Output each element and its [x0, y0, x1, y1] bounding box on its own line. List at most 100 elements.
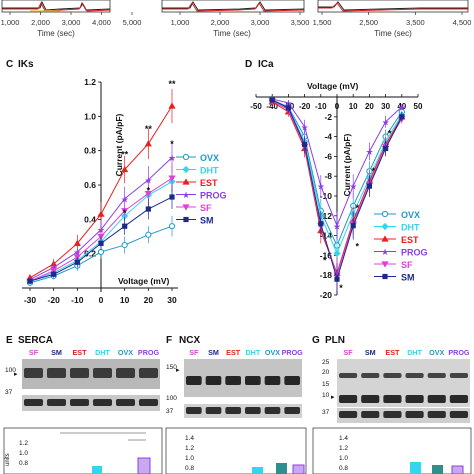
blot-band: [427, 395, 446, 403]
panel-d-letter: D: [245, 59, 252, 70]
bars-tick-e: 1.0: [19, 450, 28, 457]
bar-e-prog: [137, 457, 151, 474]
panel-d: D ICa -50-40-30-20-1001020304050-2-4-6-8…: [245, 59, 428, 300]
trace-xlabel-2: Time (sec): [213, 29, 251, 38]
bars-tick-f: 0.8: [185, 465, 194, 472]
blot-lane-label: EST: [73, 348, 88, 357]
bars-tick-f: 1.4: [185, 435, 194, 442]
blot-lane-label: EST: [226, 348, 241, 357]
blot-band: [449, 373, 468, 378]
mw-marker-g: 25: [322, 359, 330, 366]
trace-red-3: [318, 2, 468, 12]
blot-lane-label: SM: [208, 348, 219, 357]
blot-band: [264, 407, 281, 414]
ica-x-tick-label: -20: [299, 102, 311, 111]
blot-band: [245, 407, 261, 414]
blot-band: [47, 399, 66, 406]
bar-f-ovx: [276, 463, 287, 474]
ica-x-tick-label: 50: [414, 102, 423, 111]
ica-y-tick-label: -20: [320, 290, 333, 300]
bars-tick-g: 1.4: [339, 435, 348, 442]
mw-marker-g: 20: [322, 369, 330, 376]
bars-tick-e: 0.8: [19, 460, 28, 467]
bars-tick-e: 1.2: [19, 440, 28, 447]
blot-band: [405, 373, 424, 378]
iks-point-est: [168, 102, 176, 109]
ica-significance-mark: *: [339, 283, 343, 293]
iks-y-tick-label: 0.4: [84, 214, 96, 224]
blot-band: [405, 411, 424, 418]
iks-point-ovx: [145, 231, 152, 238]
ica-point-prog: ★: [349, 182, 357, 192]
iks-legend-marker: [182, 178, 190, 185]
trace-red-2: [162, 2, 305, 12]
ica-y-tick-label: -2: [324, 112, 332, 122]
blot-lane-label: OVX: [118, 348, 133, 357]
trace-tick-label: 2,000: [31, 18, 50, 27]
bars-frame-e: [3, 427, 163, 474]
blot-lane-label: PROG: [138, 348, 160, 357]
iks-y-tick-label: 0.8: [84, 146, 96, 156]
ica-x-tick-label: 20: [365, 102, 374, 111]
band-arrow: ▸: [14, 371, 18, 378]
iks-point-sm: [122, 223, 128, 229]
trace-tick-label: 4,500: [453, 18, 472, 27]
blot-band: [205, 407, 222, 414]
blot-band: [225, 407, 241, 414]
bar-e-dht: [92, 466, 102, 474]
iks-x-tick-label: 20: [144, 295, 154, 305]
ica-point-prog: ★: [333, 221, 341, 231]
blot-lane-label: PROG: [282, 348, 304, 357]
mw-marker-g: 15: [322, 381, 330, 388]
trace-tick-label: 3,500: [291, 18, 310, 27]
blot-band: [284, 407, 300, 414]
trace-tick-label: 1,500: [313, 18, 332, 27]
ica-point-dht: [333, 249, 341, 258]
blot-band: [225, 376, 241, 385]
ica-point-sm: [383, 145, 389, 152]
ica-significance-mark: *: [323, 255, 327, 265]
iks-significance-mark: **: [168, 79, 176, 89]
ica-legend-marker: [381, 222, 389, 231]
ica-y-tick-label: -14: [320, 231, 333, 241]
ica-x-tick-label: -40: [266, 102, 278, 111]
blot-band: [339, 411, 358, 418]
iks-legend-label: SF: [200, 203, 212, 213]
ica-point-sm: [399, 114, 405, 120]
bar-g-ovx: [432, 465, 443, 474]
iks-point-sm: [51, 271, 57, 277]
band-arrow: ▸: [331, 394, 335, 401]
blot-g: SF SM EST DHT OVX PROG: [337, 348, 470, 423]
blot-membrane: [184, 404, 302, 418]
blot-band: [24, 368, 43, 378]
blot-e: SF SM EST DHT OVX PROG: [22, 348, 160, 411]
mw-marker-f-150: 150: [166, 364, 177, 371]
ica-point-prog: ★: [317, 182, 325, 192]
iks-x-tick-label: 10: [120, 295, 130, 305]
panel-e: E SERCA SF SM EST DHT OVX PROG: [6, 335, 160, 411]
bars-tick-f: 1.0: [185, 455, 194, 462]
iks-legend-label: EST: [200, 178, 218, 188]
iks-legend-label: OVX: [200, 153, 219, 163]
iks-point-sf: [144, 190, 152, 198]
ica-point-sm: [285, 105, 291, 111]
trace-tick-label: 2,000: [211, 18, 230, 27]
blot-lane-label: OVX: [429, 348, 444, 357]
top-trace-strip: 1,000 2,000 3,000 4,000 5,000 1,000 2,000 3,00…: [1, 0, 472, 38]
ica-point-sm: [334, 276, 340, 282]
ica-y-tick-label: -6: [324, 151, 332, 161]
ica-legend-label: DHT: [401, 223, 420, 233]
blot-lane-label: DHT: [95, 348, 110, 357]
iks-significance-mark: *: [170, 139, 174, 149]
bars-frame-g: [312, 427, 472, 474]
iks-point-est: [73, 239, 81, 246]
trace-tick-label: 3,500: [406, 18, 425, 27]
ica-point-prog: ★: [365, 147, 373, 157]
iks-significance-mark: **: [145, 124, 153, 134]
blot-band: [449, 411, 468, 418]
iks-x-tick-label: -30: [24, 295, 37, 305]
iks-point-ovx: [121, 241, 128, 249]
blot-band: [284, 376, 300, 385]
iks-significance-mark: *: [123, 208, 127, 218]
